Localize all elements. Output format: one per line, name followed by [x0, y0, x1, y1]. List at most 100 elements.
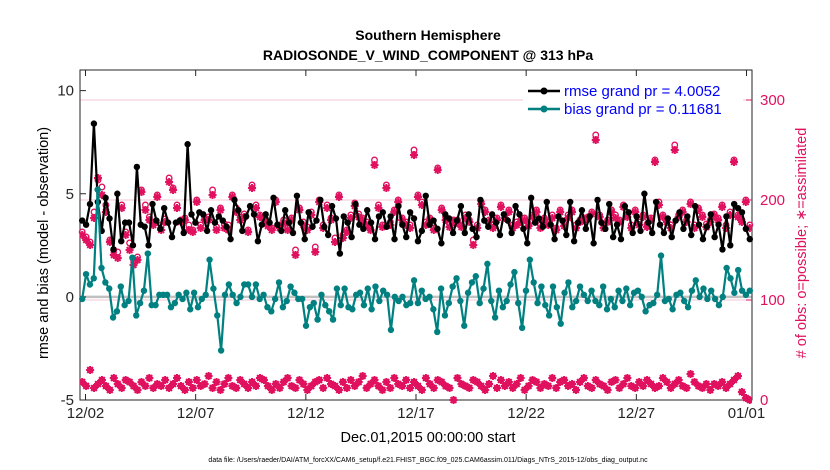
obs-low-assimilated-point-127-stroke-3: [580, 374, 588, 382]
obs-low-assimilated-point-153-stroke-3: [683, 384, 691, 392]
series-rmse-point-85: [410, 215, 418, 222]
series-rmse-point-125: [567, 198, 574, 206]
obs-assimilated-point-140-stroke-3: [631, 208, 639, 216]
series-rmse-point-118: [539, 223, 547, 230]
obs-assimilated-point-74: [370, 161, 379, 169]
obs-low-assimilated-point-52: [283, 374, 292, 382]
obs-low-assimilated-point-160-stroke-3: [710, 380, 718, 388]
obs-assimilated-point-38-stroke-3: [228, 193, 236, 201]
series-bias-point-63: [322, 301, 329, 309]
obs-assimilated-point-90: [433, 166, 442, 174]
obs-assimilated-point-44-stroke-3: [252, 204, 260, 212]
series-bias-point-6: [102, 279, 109, 286]
obs-low-assimilated-point-31: [200, 380, 209, 388]
obs-low-assimilated-point-11-stroke-3: [122, 376, 130, 384]
obs-low-assimilated-point-93-stroke-3: [445, 384, 454, 392]
series-rmse-point-94: [445, 215, 453, 222]
series-bias-point-61: [314, 316, 321, 323]
obs-low-assimilated-point-53-stroke-3: [287, 382, 296, 390]
obs-low-assimilated-point-92-stroke-3: [442, 382, 450, 390]
obs-assimilated-point-43: [248, 184, 257, 192]
y-axis-right-label: # of obs: o=possible; ∗=assimilated: [794, 128, 810, 359]
series-bias-point-36: [217, 347, 225, 354]
obs-low-assimilated-point-79-stroke-3: [390, 374, 398, 382]
obs-low-assimilated-point-167-stroke-3: [738, 388, 746, 396]
series-rmse-point-62: [321, 223, 328, 230]
obs-low-assimilated-point-167: [737, 388, 746, 396]
obs-assimilated-point-28-stroke-3: [189, 228, 197, 236]
y-right-tick-label-1: 100: [760, 292, 785, 309]
series-bias-point-172: [742, 291, 750, 299]
series-rmse-point-39: [231, 196, 238, 204]
series-bias-point-167: [723, 264, 730, 272]
series-rmse-point-137: [613, 221, 621, 228]
obs-low-assimilated-point-34-stroke-3: [212, 378, 221, 386]
series-bias-point-130: [580, 291, 588, 299]
series-rmse-point-82: [399, 221, 406, 228]
series-bias-point-165: [715, 301, 723, 309]
obs-low-assimilated-point-36: [220, 380, 229, 388]
obs-low-assimilated-point-44: [252, 382, 261, 390]
obs-low-assimilated-point-117-stroke-3: [540, 380, 548, 388]
series-rmse-point-72: [360, 225, 367, 233]
series-bias-point-100: [464, 289, 472, 296]
series-rmse-point-101: [473, 233, 480, 241]
series-rmse-point-0: [79, 217, 86, 224]
y-right-tick-label-3: 300: [760, 92, 785, 109]
series-rmse-point-26: [180, 229, 187, 237]
obs-low-assimilated-point-158: [702, 380, 711, 388]
obs-low-assimilated-point-7: [105, 386, 114, 394]
obs-low-assimilated-point-60-stroke-3: [315, 376, 323, 384]
series-rmse-point-83: [403, 233, 410, 241]
series-bias-point-166: [719, 293, 726, 301]
series-bias-point-60: [310, 299, 317, 307]
series-bias-point-159: [692, 277, 699, 284]
series-bias-point-118: [534, 299, 541, 307]
series-bias-point-155: [677, 289, 684, 296]
obs-low-assimilated-point-61: [319, 384, 328, 392]
series-rmse-point-81: [395, 202, 402, 210]
series-bias-point-107: [491, 314, 499, 321]
series-rmse-point-169: [738, 209, 746, 216]
series-bias-point-133: [592, 297, 599, 305]
series-rmse-point-138: [617, 235, 625, 243]
obs-low-assimilated-point-20: [157, 382, 166, 390]
series-bias-point-46: [256, 295, 263, 303]
obs-low-assimilated-point-24-stroke-3: [173, 374, 181, 382]
obs-low-assimilated-point-89: [429, 384, 438, 392]
obs-assimilated-point-157-stroke-3: [698, 213, 706, 221]
obs-low-assimilated-point-104-stroke-3: [489, 372, 497, 380]
series-bias-point-96: [449, 283, 456, 290]
series-bias-point-58: [302, 322, 310, 329]
series-bias-point-157: [684, 303, 692, 311]
obs-low-assimilated-point-37: [224, 374, 233, 382]
data-file-footnote: data file: /Users/raeder/DAI/ATM_forcXX/…: [208, 457, 648, 464]
obs-low-assimilated-point-65-stroke-3: [335, 386, 343, 394]
obs-low-assimilated-point-159-stroke-3: [706, 386, 714, 394]
obs-low-assimilated-point-13-stroke-3: [129, 382, 138, 390]
obs-assimilated-point-42-stroke-3: [244, 228, 252, 236]
obs-low-assimilated-point-97-stroke-3: [461, 382, 469, 390]
obs-low-assimilated-point-77-stroke-3: [382, 378, 390, 386]
series-rmse-point-99: [465, 211, 472, 218]
series-bias-point-141: [623, 285, 630, 292]
obs-low-assimilated-point-90-stroke-3: [434, 376, 442, 384]
series-rmse-point-17: [145, 242, 152, 249]
obs-low-assimilated-point-17: [145, 374, 154, 382]
obs-low-assimilated-point-48-stroke-3: [268, 386, 276, 394]
series-bias-point-153: [669, 306, 676, 313]
series-bias-point-77: [376, 297, 383, 305]
series-bias-point-109: [499, 303, 507, 311]
series-bias-point-170: [735, 266, 742, 274]
y-right-tick-label-0: 0: [760, 392, 768, 409]
series-bias-point-26: [179, 295, 186, 303]
series-rmse-point-87: [418, 227, 426, 235]
obs-assimilated-point-10-stroke-3: [118, 204, 126, 212]
obs-low-assimilated-point-10: [117, 384, 126, 392]
series-bias-point-161: [700, 285, 707, 292]
obs-low-assimilated-point-10-stroke-3: [118, 384, 126, 392]
x-tick-label-2: 12/12: [287, 405, 325, 422]
obs-assimilated-point-48-stroke-3: [268, 226, 276, 234]
obs-low-assimilated-point-46: [259, 376, 268, 384]
obs-low-assimilated-point-44-stroke-3: [252, 382, 260, 390]
